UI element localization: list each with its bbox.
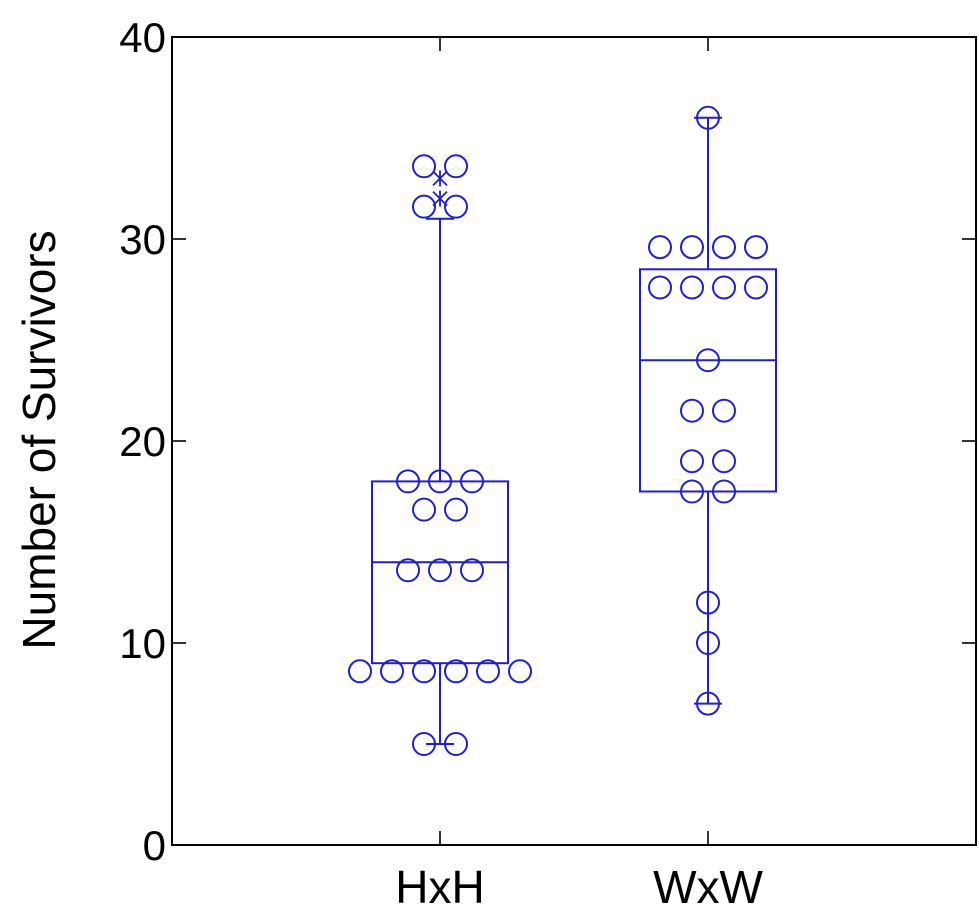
data-points [348,105,768,756]
data-point [712,449,736,474]
data-point [380,659,404,684]
data-point [648,235,672,260]
data-point [444,154,468,179]
data-point [712,398,736,423]
data-point [696,691,720,716]
y-axis: 0 10 20 30 40 [119,14,976,869]
data-point [712,235,736,260]
data-point [648,275,672,300]
y-tick-label: 30 [119,216,166,263]
y-tick-label: 0 [143,822,166,869]
data-point [508,659,532,684]
data-point [412,732,436,756]
interquartile-box [371,480,509,665]
interquartile-box [639,268,777,493]
data-point [396,469,420,494]
data-point [444,732,468,756]
box-wxw [639,116,777,705]
data-point [348,659,372,684]
data-point [460,558,484,583]
data-point [744,275,768,300]
data-point [428,558,452,583]
data-point [412,497,436,522]
plot-frame [171,36,977,846]
data-point [412,154,436,179]
y-tick-label: 10 [119,620,166,667]
data-point [444,194,468,219]
x-category-label: HxH [395,861,484,909]
data-point [696,105,720,130]
data-point [680,275,704,300]
data-point [476,659,500,684]
data-point [712,479,736,504]
data-point [680,449,704,474]
data-point [680,398,704,423]
data-point [696,348,720,373]
box-series [371,116,777,745]
y-tick-label: 40 [119,14,166,61]
data-point [444,497,468,522]
y-tick-label: 20 [119,418,166,465]
data-point [680,479,704,504]
data-point [680,235,704,260]
data-point [412,659,436,684]
plot-border [171,36,977,846]
data-point [412,194,436,219]
y-axis-title: Number of Survivors [13,230,65,649]
data-point [460,469,484,494]
data-point [396,558,420,583]
data-point [428,469,452,494]
data-point [696,631,720,655]
outlier-marker [432,170,448,187]
box-hxh [371,170,509,745]
data-point [712,275,736,300]
x-category-label: WxW [653,861,763,909]
x-axis: HxH WxW [395,37,763,909]
data-point [444,659,468,684]
data-point [744,235,768,260]
data-point [696,590,720,615]
